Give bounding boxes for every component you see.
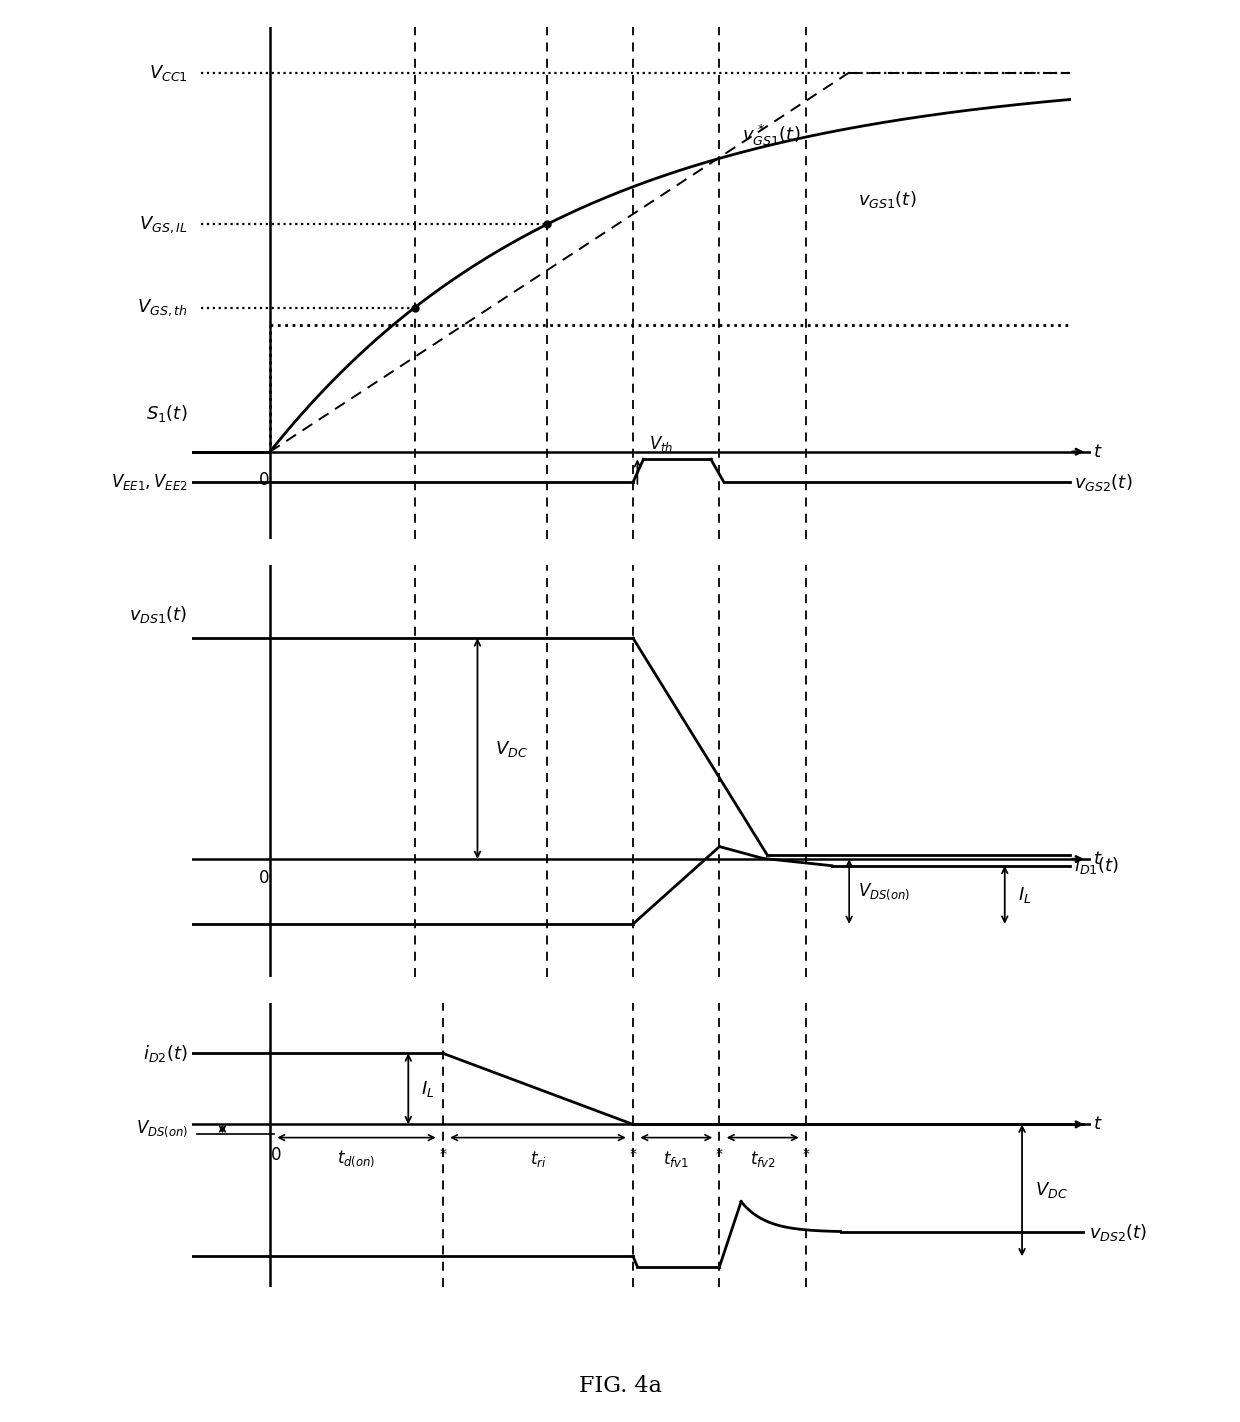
Text: $I_L$: $I_L$ xyxy=(1018,884,1032,904)
Text: $t$: $t$ xyxy=(1092,1115,1102,1133)
Text: $t_{fv1}$: $t_{fv1}$ xyxy=(663,1149,689,1169)
Text: $i_{D1}(t)$: $i_{D1}(t)$ xyxy=(1074,855,1118,876)
Text: $*$: $*$ xyxy=(715,1145,724,1159)
Text: $S_1(t)$: $S_1(t)$ xyxy=(146,404,188,424)
Text: $v_{DS1}(t)$: $v_{DS1}(t)$ xyxy=(129,604,188,626)
Text: $V_{CC1}$: $V_{CC1}$ xyxy=(149,63,188,82)
Text: $t_{fv2}$: $t_{fv2}$ xyxy=(750,1149,775,1169)
Text: $V_{DS(on)}$: $V_{DS(on)}$ xyxy=(135,1119,188,1139)
Text: $V_{GS,th}$: $V_{GS,th}$ xyxy=(138,297,188,319)
Text: $0$: $0$ xyxy=(258,869,269,887)
Text: $*$: $*$ xyxy=(802,1145,810,1159)
Text: $V_{DS(on)}$: $V_{DS(on)}$ xyxy=(858,882,910,902)
Text: $v_{GS1}^{\,*}(t)$: $v_{GS1}^{\,*}(t)$ xyxy=(742,122,801,148)
Text: $*$: $*$ xyxy=(439,1145,448,1159)
Text: $V_{DC}$: $V_{DC}$ xyxy=(495,738,527,758)
Text: $t$: $t$ xyxy=(1092,442,1102,461)
Text: FIG. 4a: FIG. 4a xyxy=(579,1375,661,1398)
Text: $t_{d(on)}$: $t_{d(on)}$ xyxy=(337,1149,376,1169)
Text: $I_L$: $I_L$ xyxy=(422,1079,435,1099)
Text: $v_{GS2}(t)$: $v_{GS2}(t)$ xyxy=(1074,472,1132,492)
Text: $V_{GS,IL}$: $V_{GS,IL}$ xyxy=(139,213,188,235)
Text: $v_{GS1}(t)$: $v_{GS1}(t)$ xyxy=(858,189,916,210)
Text: $V_{th}$: $V_{th}$ xyxy=(649,434,673,454)
Text: $t$: $t$ xyxy=(1092,850,1102,867)
Text: $0$: $0$ xyxy=(258,471,269,489)
Text: $i_{D2}(t)$: $i_{D2}(t)$ xyxy=(143,1042,188,1064)
Text: $*$: $*$ xyxy=(629,1145,637,1159)
Text: $V_{EE1},V_{EE2}$: $V_{EE1},V_{EE2}$ xyxy=(112,472,188,492)
Text: $0$: $0$ xyxy=(270,1146,281,1163)
Text: $v_{DS2}(t)$: $v_{DS2}(t)$ xyxy=(1090,1221,1148,1243)
Text: $t_{ri}$: $t_{ri}$ xyxy=(529,1149,546,1169)
Text: $V_{DC}$: $V_{DC}$ xyxy=(1035,1180,1068,1200)
